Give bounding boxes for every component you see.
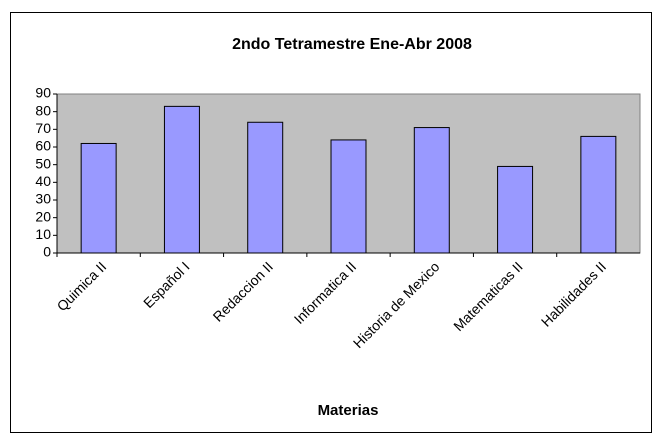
bar (163, 105, 200, 254)
bar (247, 121, 284, 254)
chart-title: 2ndo Tetramestre Ene-Abr 2008 (232, 36, 472, 53)
bar (413, 127, 450, 254)
y-tick-label: 30 (35, 191, 51, 207)
bar (497, 165, 534, 254)
y-tick-label: 90 (35, 85, 51, 101)
y-tick-label: 70 (35, 120, 51, 136)
y-tick-label: 50 (35, 155, 51, 171)
y-tick-label: 20 (35, 208, 51, 224)
bar (330, 139, 367, 254)
y-tick-label: 60 (35, 138, 51, 154)
y-tick-label: 80 (35, 102, 51, 118)
bar (80, 142, 117, 254)
y-tick-label: 40 (35, 173, 51, 189)
y-tick-label: 0 (43, 244, 51, 260)
bar (580, 135, 617, 254)
y-tick-label: 10 (35, 226, 51, 242)
x-axis-title: Materias (318, 402, 379, 419)
